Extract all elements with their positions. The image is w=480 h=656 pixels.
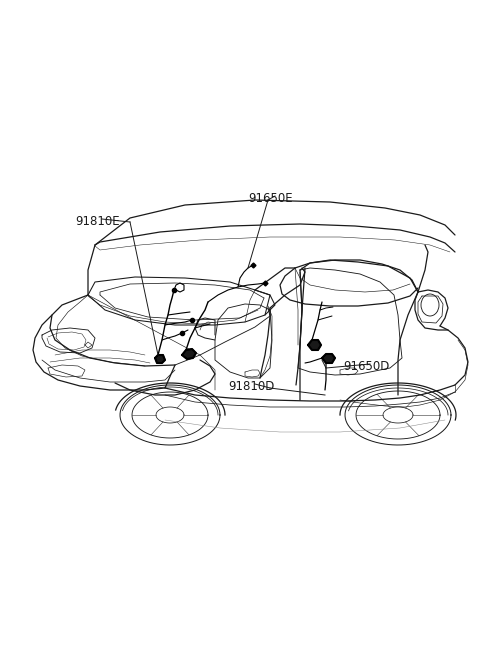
Text: 91650D: 91650D bbox=[343, 360, 389, 373]
Text: 91810E: 91810E bbox=[75, 215, 120, 228]
Polygon shape bbox=[308, 340, 321, 350]
Text: 91810D: 91810D bbox=[228, 380, 275, 393]
Text: 91650E: 91650E bbox=[248, 192, 293, 205]
Polygon shape bbox=[322, 354, 335, 363]
Polygon shape bbox=[155, 355, 165, 363]
Polygon shape bbox=[182, 349, 196, 359]
